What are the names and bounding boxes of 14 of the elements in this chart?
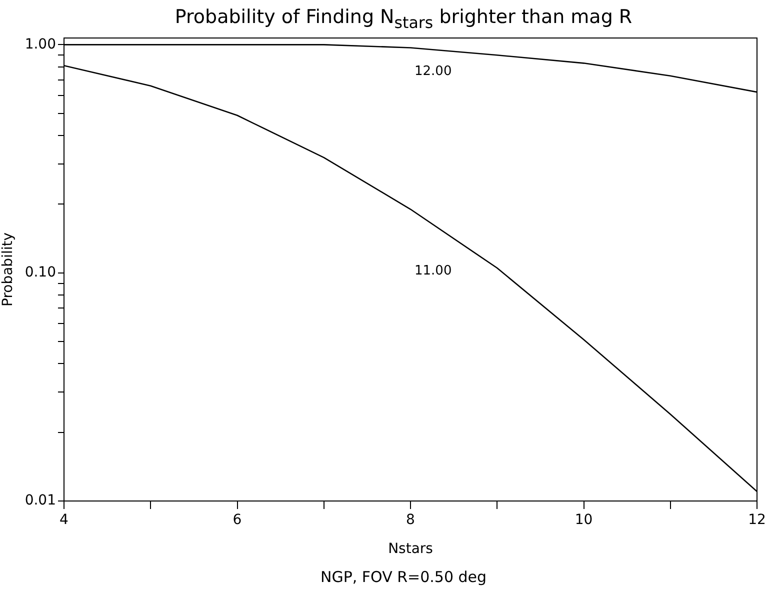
x-tick-label: 12	[748, 512, 766, 528]
x-tick-label: 10	[574, 512, 593, 528]
y-tick-label: 0.01	[24, 492, 56, 509]
y-tick-label: 0.10	[24, 264, 56, 280]
series-label: 12.00	[414, 64, 452, 80]
series-label: 11.00	[414, 264, 452, 279]
x-tick-label: 6	[232, 512, 242, 528]
y-axis-title: Probability	[0, 232, 16, 307]
text: NGP, FOV R=0.50 deg	[319, 568, 488, 586]
x-axis-title: Nstars	[388, 541, 433, 558]
x-tick-label: 8	[406, 512, 415, 528]
chart-title: Probability of Finding N$_{stars}$ brighter than mag R	[174, 6, 634, 32]
y-tick-label: 1.00	[24, 36, 56, 52]
x-tick-label: 4	[60, 512, 69, 528]
